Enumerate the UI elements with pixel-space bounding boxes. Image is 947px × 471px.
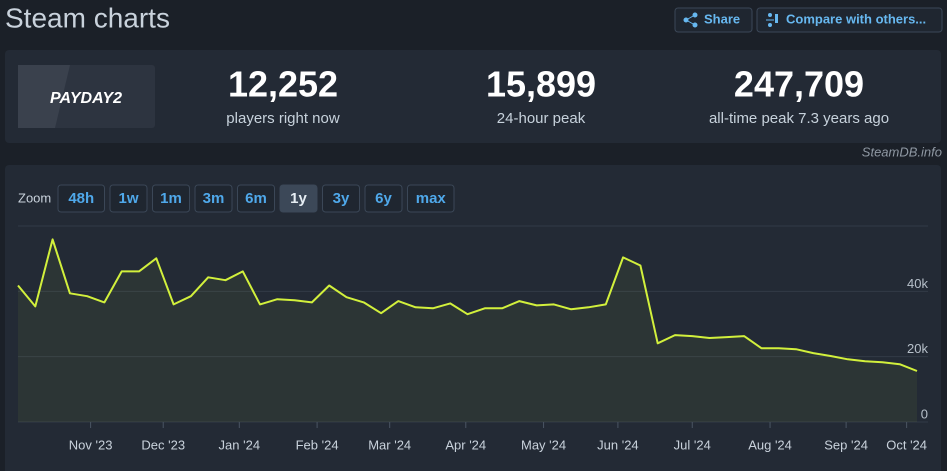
x-tick-label: Mar '24 [368, 437, 411, 452]
x-tick-label: Dec '23 [141, 437, 185, 452]
zoom-button[interactable] [109, 184, 148, 213]
x-tick-label: Oct '24 [886, 437, 927, 452]
share-icon [683, 12, 698, 28]
zoom-button[interactable] [57, 184, 105, 213]
compare-label[interactable]: Compare with others... [786, 11, 926, 26]
x-tick-label: Nov '23 [69, 437, 113, 452]
zoom-option[interactable]: 3m [203, 190, 225, 207]
x-tick-label: Jan '24 [219, 437, 261, 452]
compare-button[interactable] [756, 7, 943, 33]
zoom-button[interactable] [364, 184, 403, 213]
y-tick-label: 40k [907, 276, 928, 291]
zoom-option[interactable]: 48h [68, 190, 94, 207]
zoom-option[interactable]: 1w [118, 190, 138, 207]
share-label[interactable]: Share [704, 11, 740, 26]
chart-panel [5, 165, 941, 471]
stats-panel [5, 50, 941, 143]
zoom-option[interactable]: 1m [160, 190, 182, 207]
x-tick-label: Feb '24 [296, 437, 339, 452]
logo-art [18, 65, 70, 128]
x-tick-label: Aug '24 [748, 437, 792, 452]
x-tick-label: Sep '24 [824, 437, 868, 452]
stat-label: all-time peak 7.3 years ago [709, 110, 889, 127]
zoom-button[interactable] [237, 184, 275, 213]
line [17, 238, 918, 372]
compare-icon [766, 13, 778, 27]
zoom-option[interactable]: max [416, 190, 447, 207]
stat-value: 15,899 [486, 64, 596, 105]
game-logo-text: PAYDAY2 [50, 90, 122, 107]
x-tick-label: May '24 [521, 437, 566, 452]
zoom-option[interactable]: 3y [333, 190, 350, 207]
stat-value: 12,252 [228, 64, 338, 105]
page-title: Steam charts [5, 2, 170, 33]
y-tick-label: 0 [921, 406, 928, 421]
zoom-button[interactable] [279, 184, 318, 213]
zoom-label: Zoom [18, 190, 51, 205]
zoom-button[interactable] [152, 184, 190, 213]
source-label: SteamDB.info [862, 144, 942, 159]
x-tick-label: Jun '24 [597, 437, 639, 452]
y-tick-label: 20k [907, 341, 928, 356]
zoom-button[interactable] [194, 184, 233, 213]
x-tick-label: Jul '24 [674, 437, 711, 452]
zoom-option[interactable]: 6m [245, 190, 267, 207]
x-tick-label: Apr '24 [445, 437, 486, 452]
zoom-button[interactable] [322, 184, 360, 213]
stat-value: 247,709 [734, 64, 864, 105]
area [18, 239, 917, 422]
zoom-option[interactable]: 6y [375, 190, 392, 207]
stat-label: 24-hour peak [497, 110, 586, 127]
zoom-button[interactable] [407, 184, 455, 213]
stat-label: players right now [226, 110, 340, 127]
zoom-option[interactable]: 1y [290, 190, 307, 207]
